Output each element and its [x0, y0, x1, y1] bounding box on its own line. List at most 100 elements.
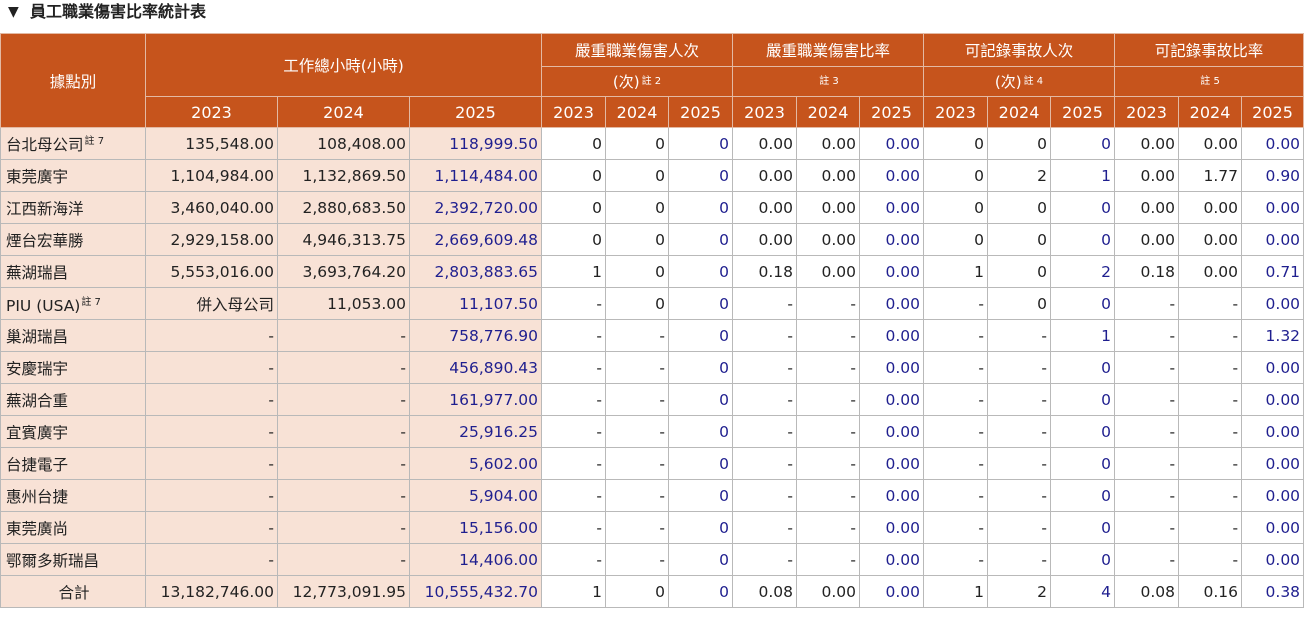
hours-cell: -: [145, 383, 278, 416]
site-name: 惠州台捷: [6, 487, 69, 506]
hours-cell: 161,977.00: [408, 383, 543, 416]
sev-rate-cell: 0.00: [859, 127, 925, 160]
rec-count-cell: -: [987, 479, 1052, 512]
sev-rate-cell: 0.00: [732, 127, 798, 160]
rec-count-cell: 2: [1050, 255, 1116, 288]
table-row: 鄂爾多斯瑞昌 - -14,406.00- -0- -0.00- -0- -0.00: [0, 543, 1304, 576]
hours-cell: 1,104,984.00: [145, 159, 278, 192]
sev-rate-cell: 0.00: [859, 223, 925, 256]
rec-rate-cell: 0.00: [1114, 223, 1180, 256]
year-header: 2024: [605, 96, 670, 128]
year-header: 2023: [923, 96, 989, 128]
rec-rate-cell: -: [1114, 383, 1180, 416]
rec-count-cell: -: [987, 319, 1052, 352]
hours-cell: 2,803,883.65: [408, 255, 543, 288]
year-header: 2025: [1241, 96, 1304, 128]
sev-rate-cell: -: [796, 511, 861, 544]
hours-cell: 456,890.43: [408, 351, 543, 384]
sev-count-cell: 0: [668, 127, 734, 160]
rec-count-cell: 0: [1050, 479, 1116, 512]
hours-cell: 108,408.00: [277, 127, 410, 160]
rec-count-cell: -: [987, 415, 1052, 448]
site-name-cell: 蕪湖瑞昌: [0, 255, 146, 288]
rec-count-cell: -: [923, 351, 989, 384]
sev-rate-cell: 0.00: [859, 383, 925, 416]
sev-rate-cell: 0.00: [732, 159, 798, 192]
rec-count-cell: -: [923, 287, 989, 320]
hours-cell: 118,999.50: [408, 127, 543, 160]
hours-cell: 758,776.90: [408, 319, 543, 352]
sev-count-cell: -: [541, 543, 607, 576]
recordable-rate-subheader: 註 5: [1114, 66, 1304, 97]
rec-rate-cell: 0.00: [1241, 287, 1304, 320]
hours-cell: 4,946,313.75: [277, 223, 410, 256]
sev-count-cell: -: [605, 479, 670, 512]
sev-count-cell: 1: [541, 255, 607, 288]
table-row: 東莞廣宇 1,104,984.00 1,132,869.50 1,114,484.00…: [0, 159, 1304, 192]
rec-rate-cell: 0.90: [1241, 159, 1304, 192]
rec-rate-cell: 0.00: [1241, 511, 1304, 544]
rec-count-cell: -: [923, 543, 989, 576]
hours-cell: -: [145, 479, 278, 512]
sev-count-cell: -: [605, 351, 670, 384]
site-name: 巢湖瑞昌: [6, 327, 69, 346]
rec-count-cell: 0: [987, 287, 1052, 320]
rec-count-cell: 0: [1050, 191, 1116, 224]
rec-rate-cell: 0.00: [1241, 127, 1304, 160]
site-name: 東莞廣尚: [6, 519, 69, 538]
sev-rate-cell: 0.00: [859, 319, 925, 352]
site-name: 江西新海洋: [6, 199, 84, 218]
site-name: 蕪湖合重: [6, 391, 69, 410]
hours-cell: -: [277, 319, 410, 352]
rec-rate-cell: 0.00: [1114, 191, 1180, 224]
year-header: 2024: [987, 96, 1052, 128]
rec-rate-cell: -: [1178, 511, 1243, 544]
table-row: 蕪湖瑞昌 5,553,016.00 3,693,764.20 2,803,883.65…: [0, 255, 1304, 288]
sev-count-cell: -: [541, 383, 607, 416]
site-name: 台北母公司: [6, 136, 84, 154]
sev-count-cell: -: [605, 319, 670, 352]
rec-count-cell: -: [923, 319, 989, 352]
sev-rate-cell: 0.00: [859, 543, 925, 576]
sev-rate-cell: 0.00: [796, 127, 861, 160]
collapse-triangle-icon[interactable]: ▼: [8, 4, 19, 20]
sev-rate-cell: -: [796, 287, 861, 320]
hours-cell: -: [277, 351, 410, 384]
rec-count-cell: 0: [1050, 511, 1116, 544]
rec-rate-cell: -: [1114, 447, 1180, 480]
sev-rate-cell: 0.00: [732, 223, 798, 256]
rec-rate-cell: 0.00: [1178, 127, 1243, 160]
hours-cell: 15,156.00: [408, 511, 543, 544]
hours-cell: -: [277, 383, 410, 416]
year-header: 2024: [1178, 96, 1243, 128]
rec-count-cell: 0: [1050, 127, 1116, 160]
hours-cell: -: [277, 447, 410, 480]
year-header: 2023: [1114, 96, 1180, 128]
severe-injury-rate-subheader: 註 3: [732, 66, 925, 97]
rec-rate-cell: 0.00: [1178, 223, 1243, 256]
site-name: 宜賓廣宇: [6, 423, 69, 442]
hours-cell: -: [277, 511, 410, 544]
hours-cell: 3,693,764.20: [277, 255, 410, 288]
sev-count-cell: -: [541, 479, 607, 512]
rec-rate-cell: 0.00: [1241, 447, 1304, 480]
site-name-cell: 蕪湖合重: [0, 383, 146, 416]
site-name-cell: 合計: [0, 575, 146, 608]
rec-rate-cell: -: [1114, 351, 1180, 384]
rec-count-cell: 1: [1050, 319, 1116, 352]
sev-count-cell: 0: [541, 159, 607, 192]
rec-count-cell: 0: [923, 159, 989, 192]
sev-rate-cell: -: [732, 383, 798, 416]
table-title: ▼ 員工職業傷害比率統計表: [0, 0, 1304, 26]
hours-cell: 5,904.00: [408, 479, 543, 512]
hours-cell: -: [145, 511, 278, 544]
sev-count-cell: 0: [605, 159, 670, 192]
severe-injury-count-header: 嚴重職業傷害人次: [541, 33, 734, 67]
hours-cell: 3,460,040.00: [145, 191, 278, 224]
sev-count-cell: 0: [605, 255, 670, 288]
sev-count-cell: 0: [668, 511, 734, 544]
rec-rate-cell: -: [1178, 351, 1243, 384]
rec-rate-cell: 0.00: [1241, 415, 1304, 448]
sev-count-cell: 0: [668, 415, 734, 448]
hours-cell: -: [145, 351, 278, 384]
